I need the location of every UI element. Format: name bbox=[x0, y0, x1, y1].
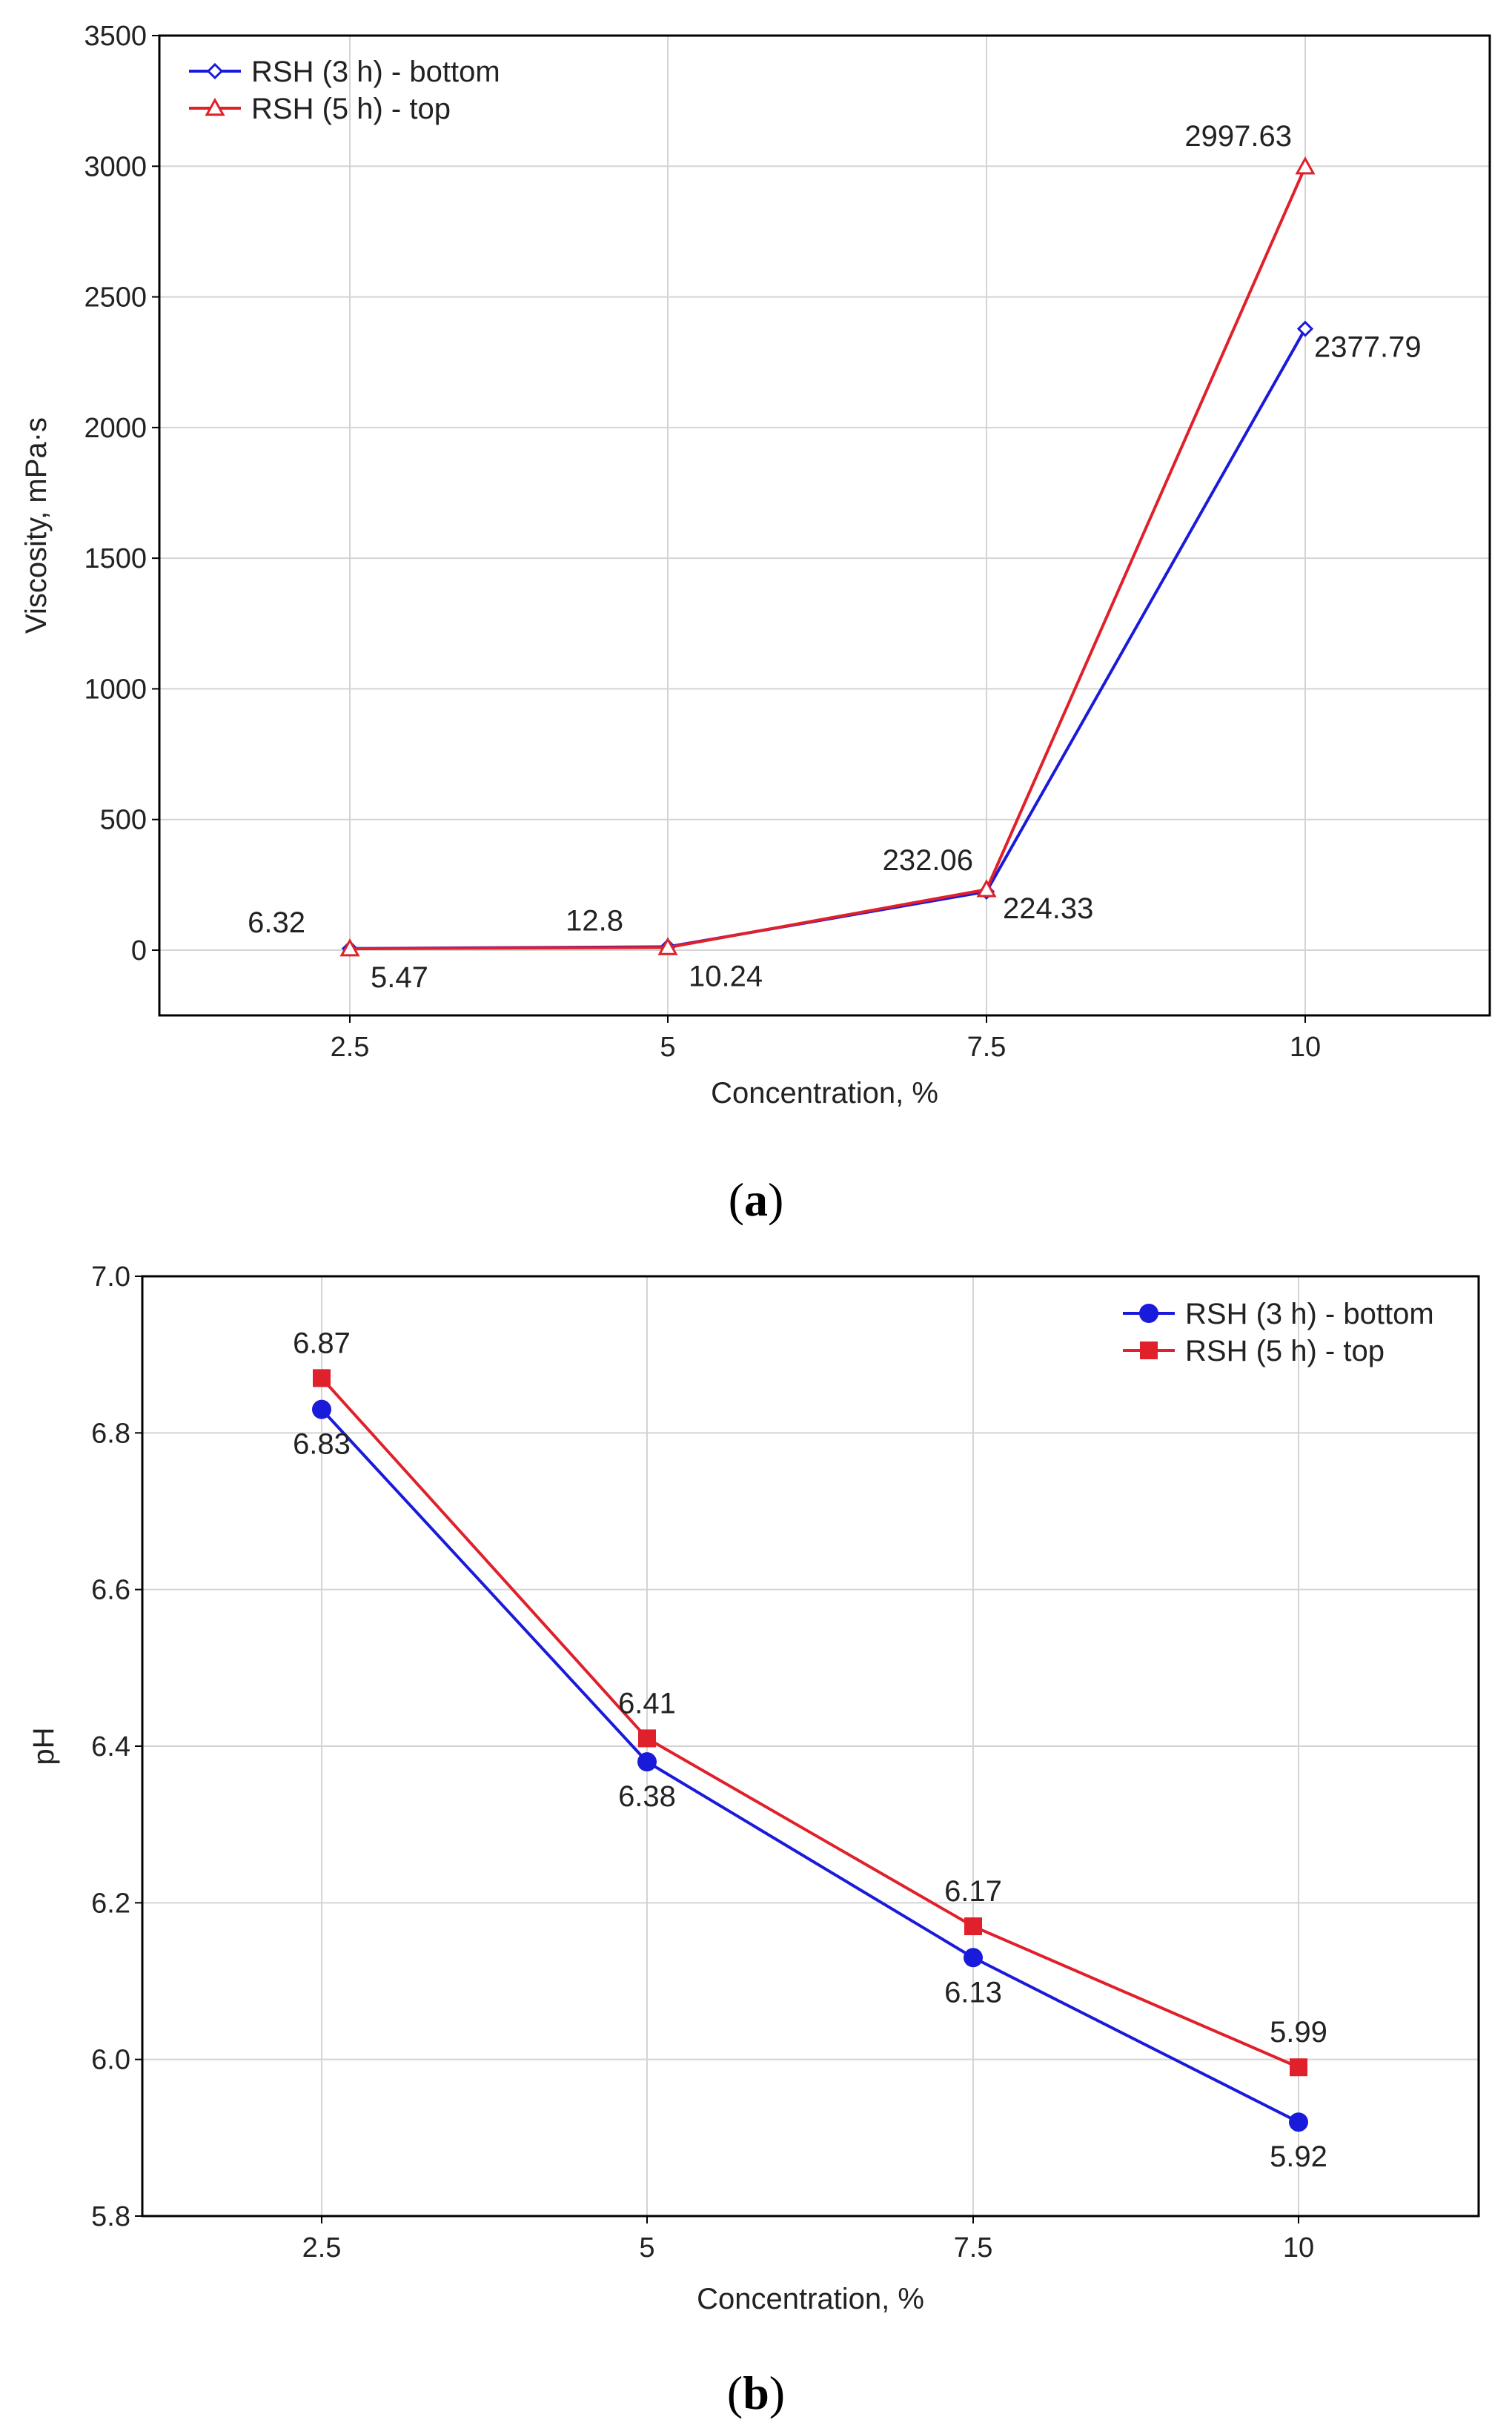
x-tick-label: 2.5 bbox=[331, 1032, 370, 1063]
plot-frame bbox=[158, 34, 1491, 1017]
data-point bbox=[637, 1752, 657, 1772]
data-point bbox=[313, 1369, 331, 1387]
legend-marker bbox=[1139, 1304, 1158, 1323]
data-label: 6.17 bbox=[944, 1875, 1002, 1908]
data-point bbox=[339, 938, 360, 957]
y-tick-label: 6.8 bbox=[91, 1418, 130, 1449]
x-tick-label: 5 bbox=[639, 2232, 654, 2263]
y-tick-label: 1500 bbox=[84, 543, 147, 574]
legend-label: RSH (3 h) - bottom bbox=[1185, 1298, 1434, 1330]
y-tick-label: 7.0 bbox=[91, 1261, 130, 1293]
x-axis-title: Concentration, % bbox=[711, 1077, 938, 1110]
y-tick-label: 3500 bbox=[84, 21, 147, 52]
legend-marker bbox=[206, 62, 224, 80]
data-label: 6.41 bbox=[618, 1687, 676, 1719]
series-line bbox=[349, 328, 1307, 950]
data-label: 6.87 bbox=[293, 1327, 351, 1359]
data-label: 224.33 bbox=[1003, 892, 1093, 925]
legend-label: RSH (5 h) - top bbox=[1185, 1335, 1385, 1367]
legend-marker bbox=[1140, 1341, 1158, 1359]
x-tick-label: 10 bbox=[1283, 2232, 1314, 2263]
data-label: 5.99 bbox=[1270, 2016, 1327, 2049]
x-tick-label: 5 bbox=[660, 1032, 675, 1063]
data-label: 12.8 bbox=[566, 904, 623, 937]
y-tick-label: 6.2 bbox=[91, 1888, 130, 1919]
data-point bbox=[1296, 320, 1314, 337]
panel-label: (b) bbox=[727, 2367, 785, 2419]
y-tick-label: 2500 bbox=[84, 282, 147, 314]
data-point bbox=[657, 937, 678, 955]
x-tick-label: 7.5 bbox=[954, 2232, 993, 2263]
x-axis-title: Concentration, % bbox=[697, 2283, 924, 2315]
y-tick-label: 3000 bbox=[84, 151, 147, 182]
legend-label: RSH (3 h) - bottom bbox=[251, 56, 500, 88]
x-tick-label: 2.5 bbox=[302, 2232, 342, 2263]
data-label: 6.38 bbox=[618, 1780, 676, 1813]
y-tick-label: 0 bbox=[131, 935, 147, 966]
data-point bbox=[964, 1917, 982, 1936]
series-line bbox=[320, 1408, 1299, 2123]
y-tick-label: 6.0 bbox=[91, 2045, 130, 2076]
panel-label: (a) bbox=[729, 1173, 784, 1226]
x-tick-label: 7.5 bbox=[967, 1032, 1007, 1063]
data-label: 232.06 bbox=[883, 844, 973, 877]
y-tick-label: 6.4 bbox=[91, 1731, 130, 1762]
data-label: 10.24 bbox=[689, 960, 763, 992]
data-point bbox=[964, 1948, 983, 1968]
data-label: 6.32 bbox=[248, 906, 305, 939]
y-tick-label: 500 bbox=[100, 805, 147, 836]
y-tick-label: 5.8 bbox=[91, 2201, 130, 2232]
data-point bbox=[976, 879, 997, 898]
data-label: 6.83 bbox=[293, 1428, 351, 1461]
y-tick-label: 6.6 bbox=[91, 1575, 130, 1606]
x-tick-label: 10 bbox=[1290, 1032, 1321, 1063]
y-tick-label: 1000 bbox=[84, 674, 147, 705]
series-line bbox=[320, 1377, 1299, 2069]
y-axis-title: pH bbox=[27, 1727, 60, 1765]
data-label: 6.13 bbox=[944, 1976, 1002, 2009]
data-point bbox=[312, 1399, 331, 1419]
data-point bbox=[1295, 156, 1316, 175]
data-label: 2377.79 bbox=[1314, 331, 1422, 364]
series-line bbox=[349, 166, 1307, 951]
data-point bbox=[1290, 2058, 1307, 2077]
legend-label: RSH (5 h) - top bbox=[251, 93, 451, 125]
chart-panel-a: 0 500 1000 1500 2000 2500 3000 3500 2.5 5 7.5 10 Con… bbox=[20, 21, 1491, 1226]
data-point bbox=[1289, 2112, 1308, 2132]
legend-marker bbox=[205, 97, 225, 116]
data-label: 5.92 bbox=[1270, 2140, 1327, 2173]
data-label: 5.47 bbox=[371, 961, 428, 994]
y-axis-title: Viscosity, mPa·s bbox=[20, 417, 53, 634]
data-label: 2997.63 bbox=[1184, 120, 1292, 153]
chart-panel-b: 5.8 6.0 6.2 6.4 6.6 6.8 7.0 2.5 5 7.5 10 Concentrat… bbox=[27, 1261, 1480, 2419]
y-tick-label: 2000 bbox=[84, 413, 147, 444]
data-point bbox=[638, 1729, 656, 1748]
